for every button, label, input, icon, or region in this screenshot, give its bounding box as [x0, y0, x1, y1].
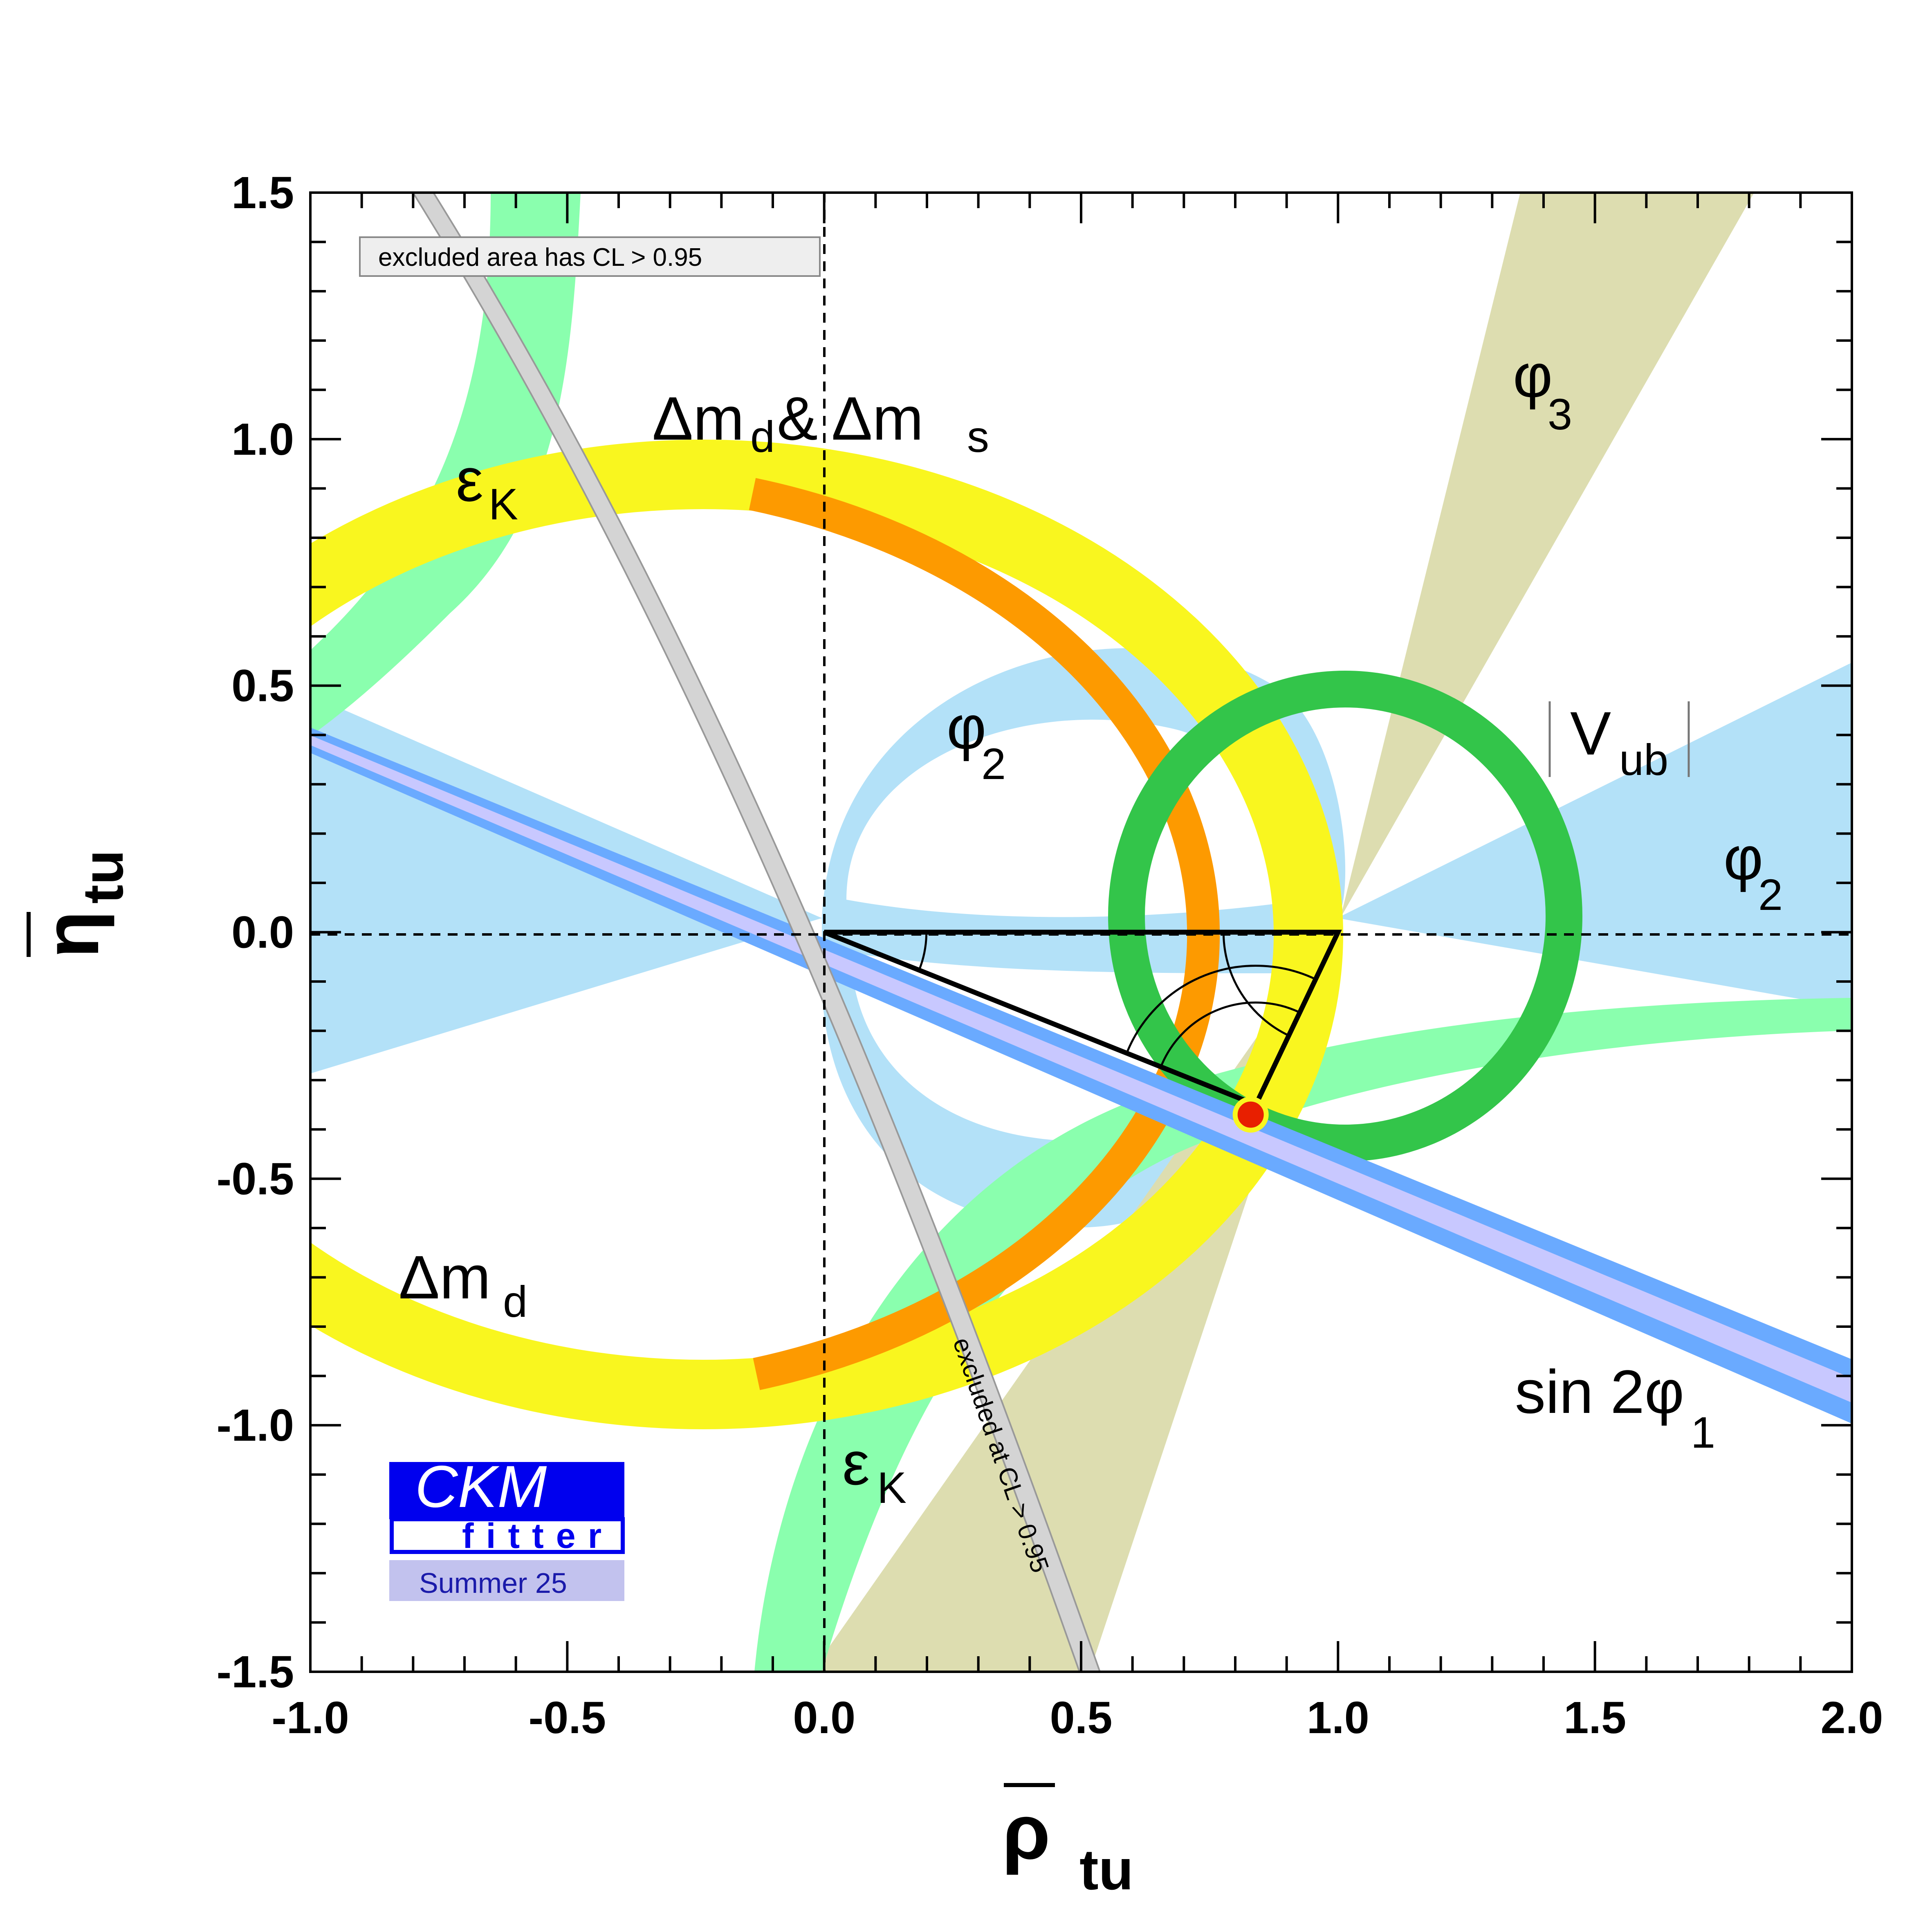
x-tick-label: -1.0 [272, 1693, 349, 1743]
logo-sub-box [390, 1517, 625, 1554]
excluded-area-note: excluded area has CL > 0.95 [359, 236, 821, 277]
logo-main-text: CKM [415, 1453, 547, 1520]
label-Dmd-sub: d [503, 1277, 527, 1326]
label-phi2-inner: φ 2 [947, 693, 1006, 788]
label-sin2phi1-main: sin 2φ [1515, 1357, 1684, 1426]
y-tick-label: -1.5 [216, 1647, 294, 1697]
exclusion-band [412, 193, 1101, 1672]
x-axis-title-sub: tu [1079, 1837, 1133, 1902]
x-tick-label: 0.0 [793, 1693, 855, 1743]
y-axis-title: η tu [27, 850, 135, 958]
label-phi3: φ 3 [1513, 341, 1572, 439]
label-sin2phi1: sin 2φ 1 [1515, 1357, 1715, 1457]
label-Dmd-Dms-amp: & Δm [777, 384, 924, 453]
label-Vub-sub: ub [1619, 735, 1668, 784]
label-eK-upper-sub: K [489, 479, 518, 529]
y-tick-label: -0.5 [216, 1154, 294, 1204]
phi2-band-loop [821, 648, 1346, 1228]
x-tick-labels: -1.0 -0.5 0.0 0.5 1.0 1.5 2.0 [272, 1693, 1883, 1743]
label-eK-lower-sub: K [877, 1463, 907, 1512]
logo-sub-text: fitter [462, 1516, 614, 1556]
logo-date-bg [389, 1560, 624, 1601]
label-Dmd-Dms-main: Δm [652, 384, 744, 453]
y-axis-title-symbol: η [28, 911, 115, 958]
x-tick-label: 0.5 [1050, 1693, 1113, 1743]
x-tick-label: -0.5 [529, 1693, 606, 1743]
x-axis-title: ρ tu [1002, 1783, 1133, 1902]
best-fit-region [1232, 1096, 1269, 1133]
label-phi2-inner-sub: 2 [981, 739, 1006, 788]
y-tick-label: 1.0 [231, 414, 294, 465]
logo-main-bg [389, 1462, 624, 1519]
excluded-area-note-text: excluded area has CL > 0.95 [378, 243, 702, 272]
phi3-wedge-upper [1340, 193, 1754, 918]
x-tick-label: 2.0 [1821, 1693, 1883, 1743]
y-tick-label: 1.5 [231, 168, 294, 218]
label-eK-lower-main: ε [842, 1429, 870, 1498]
label-eK-upper-main: ε [456, 445, 483, 514]
label-Dmd-Dms-sub1: d [750, 412, 775, 461]
ckmfitter-logo: CKM fitter Summer 25 [389, 1453, 625, 1601]
y-tick-label: -1.0 [216, 1400, 294, 1451]
logo-date-text: Summer 25 [419, 1567, 567, 1599]
y-tick-label: 0.5 [231, 661, 294, 711]
label-Dmd-Dms-sub2: s [967, 412, 989, 461]
y-tick-label: 0.0 [231, 907, 294, 958]
label-phi3-sub: 3 [1548, 389, 1572, 439]
angle-arc-right [1222, 932, 1289, 1037]
label-Vub: V ub [1548, 699, 1690, 784]
label-Dmd: Δm d [399, 1243, 527, 1326]
angle-arc-origin [918, 932, 928, 971]
plot-area [310, 193, 1852, 1672]
label-phi2-right-sub: 2 [1758, 870, 1783, 919]
label-phi2-right: φ 2 [1723, 824, 1783, 919]
Vub-ring [1108, 671, 1582, 1161]
label-eK-upper: ε K [456, 445, 518, 529]
label-phi2-inner-main: φ [947, 693, 986, 761]
eK-band-lower [754, 998, 1852, 1672]
label-sin2phi1-sub: 1 [1691, 1408, 1715, 1457]
label-phi2-right-main: φ [1723, 824, 1763, 892]
y-tick-labels: 1.5 1.0 0.5 0.0 -0.5 -1.0 -1.5 [216, 168, 294, 1697]
label-phi3-main: φ [1513, 341, 1553, 410]
angle-arc-apex-1 [1160, 1002, 1300, 1067]
x-axis-title-symbol: ρ [1002, 1789, 1050, 1875]
axis-ticks [309, 191, 1853, 1673]
label-eK-lower: ε K [842, 1429, 907, 1512]
y-axis-title-sub: tu [71, 850, 135, 904]
label-Vub-main: V [1570, 699, 1611, 768]
label-Dmd-Dms: Δm d & Δm s [652, 384, 989, 461]
label-Dmd-main: Δm [399, 1243, 491, 1311]
phi2-band-right [1337, 662, 1852, 1008]
angle-arc-apex-2 [1126, 964, 1316, 1054]
unitarity-triangle [823, 930, 1342, 1108]
triangle-angle-arcs [918, 932, 1316, 1067]
sin2phi1-band-inner [310, 735, 1852, 1403]
x-tick-label: 1.5 [1564, 1693, 1626, 1743]
x-tick-label: 1.0 [1307, 1693, 1369, 1743]
